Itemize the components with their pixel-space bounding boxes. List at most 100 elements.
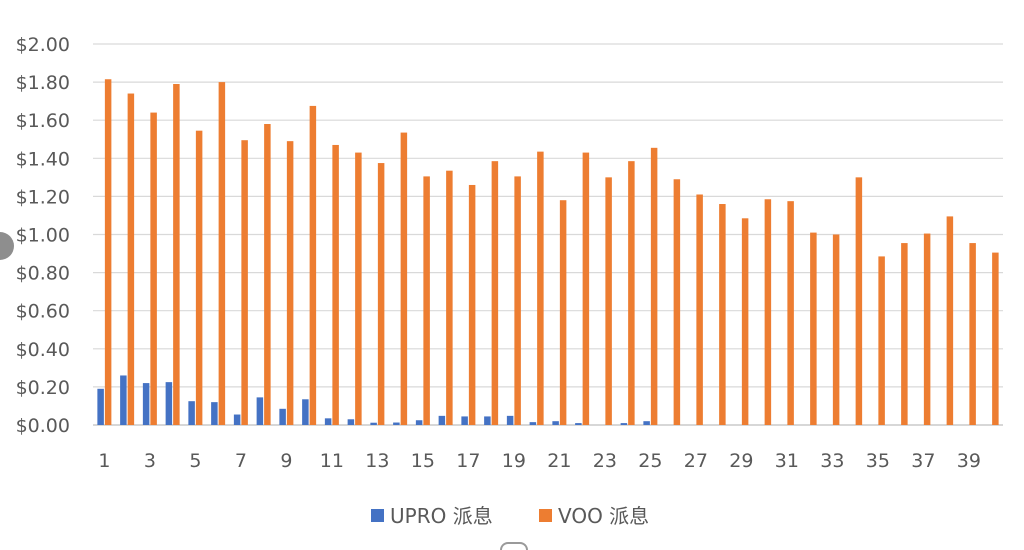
x-tick-label: 1 [98, 450, 110, 472]
bar-upro [529, 422, 537, 425]
bar-upro [324, 418, 332, 425]
bar-voo [127, 93, 135, 425]
bar-upro [484, 416, 491, 425]
x-tick-label: 17 [456, 450, 480, 472]
x-tick-label: 9 [280, 450, 292, 472]
x-tick-label: 37 [911, 450, 935, 472]
bar-upro [393, 422, 400, 425]
x-axis-ticks: 1 3 5 7 9 11 13 15 17 19 21 23 25 27 29 31 33 35 37 39 [98, 450, 981, 472]
x-tick-label: 27 [684, 450, 708, 472]
legend-label-voo: VOO 派息 [558, 504, 649, 528]
bar-voo [332, 144, 339, 425]
bar-upro [552, 421, 559, 425]
y-axis-ticks: $0.00 $0.20 $0.40 $0.60 $0.80 $1.00 $1.20 $1.40… [16, 34, 70, 437]
bars [97, 79, 999, 426]
y-tick-label: $0.00 [16, 415, 70, 437]
bar-voo [309, 105, 317, 425]
bar-upro [279, 408, 286, 425]
bar-voo [673, 179, 681, 425]
x-tick-label: 25 [638, 450, 662, 472]
bar-voo [764, 199, 772, 425]
bar-voo [150, 112, 157, 425]
bar-upro [643, 421, 650, 425]
bar-voo [582, 152, 590, 425]
bar-voo [286, 141, 294, 425]
x-tick-label: 39 [957, 450, 981, 472]
bar-voo [741, 218, 749, 425]
bar-upro [165, 382, 173, 425]
bar-upro [347, 419, 355, 425]
bar-voo [810, 232, 817, 425]
y-tick-label: $0.60 [16, 301, 70, 323]
bar-upro [438, 415, 446, 425]
y-tick-label: $1.00 [16, 225, 70, 247]
bar-voo [992, 252, 999, 425]
x-tick-label: 7 [235, 450, 247, 472]
gridlines [93, 43, 1003, 426]
x-tick-label: 11 [320, 450, 344, 472]
bar-voo [923, 233, 931, 425]
bar-upro [461, 416, 468, 425]
bar-voo [195, 130, 203, 426]
bar-upro [506, 415, 514, 425]
legend-label-upro: UPRO 派息 [390, 504, 493, 528]
bar-voo [719, 204, 726, 425]
bar-voo [696, 194, 703, 425]
x-tick-label: 19 [502, 450, 526, 472]
bar-voo [104, 79, 112, 426]
bar-upro [211, 402, 218, 425]
y-tick-label: $0.80 [16, 263, 70, 285]
bar-voo [787, 201, 794, 425]
bar-voo [355, 152, 362, 425]
bar-voo [878, 256, 885, 425]
bar-upro [233, 414, 241, 425]
bar-upro [415, 420, 423, 425]
bar-voo [446, 170, 453, 425]
bar-voo [241, 140, 248, 425]
y-tick-label: $2.00 [16, 34, 70, 56]
bar-voo [628, 161, 635, 425]
y-tick-label: $1.60 [16, 110, 70, 132]
bar-voo [491, 161, 499, 425]
left-edge-marker [0, 232, 14, 260]
bar-upro [188, 401, 195, 425]
y-tick-label: $1.40 [16, 148, 70, 170]
x-tick-label: 33 [820, 450, 844, 472]
bar-voo [855, 177, 863, 425]
x-tick-label: 3 [144, 450, 156, 472]
bar-voo [946, 216, 954, 425]
bar-upro [120, 375, 127, 425]
x-tick-label: 15 [411, 450, 435, 472]
bar-voo [650, 147, 658, 425]
bar-voo [537, 151, 544, 425]
bar-upro [370, 422, 377, 425]
bar-upro [142, 383, 150, 425]
bar-voo [377, 163, 385, 425]
bar-upro [575, 423, 582, 425]
bar-voo [423, 176, 430, 425]
bar-voo [969, 243, 976, 425]
x-tick-label: 21 [547, 450, 571, 472]
x-tick-label: 31 [775, 450, 799, 472]
bar-voo [832, 234, 840, 425]
bar-voo [173, 84, 180, 425]
legend-swatch-upro [371, 509, 384, 522]
x-tick-label: 13 [365, 450, 389, 472]
bar-voo [468, 184, 476, 425]
bar-voo [400, 132, 408, 425]
bar-voo [264, 124, 271, 425]
x-tick-label: 35 [866, 450, 890, 472]
y-tick-label: $0.40 [16, 339, 70, 361]
x-tick-label: 23 [593, 450, 617, 472]
bottom-edge-marker [500, 542, 528, 550]
bar-upro [302, 399, 309, 425]
bar-voo [514, 176, 521, 425]
bar-upro [97, 388, 104, 425]
x-tick-label: 5 [189, 450, 201, 472]
bar-voo [901, 243, 908, 425]
legend: UPRO 派息 VOO 派息 [371, 504, 649, 528]
y-tick-label: $0.20 [16, 377, 70, 399]
bar-voo [218, 82, 226, 425]
x-tick-label: 29 [729, 450, 753, 472]
bar-voo [559, 200, 567, 425]
